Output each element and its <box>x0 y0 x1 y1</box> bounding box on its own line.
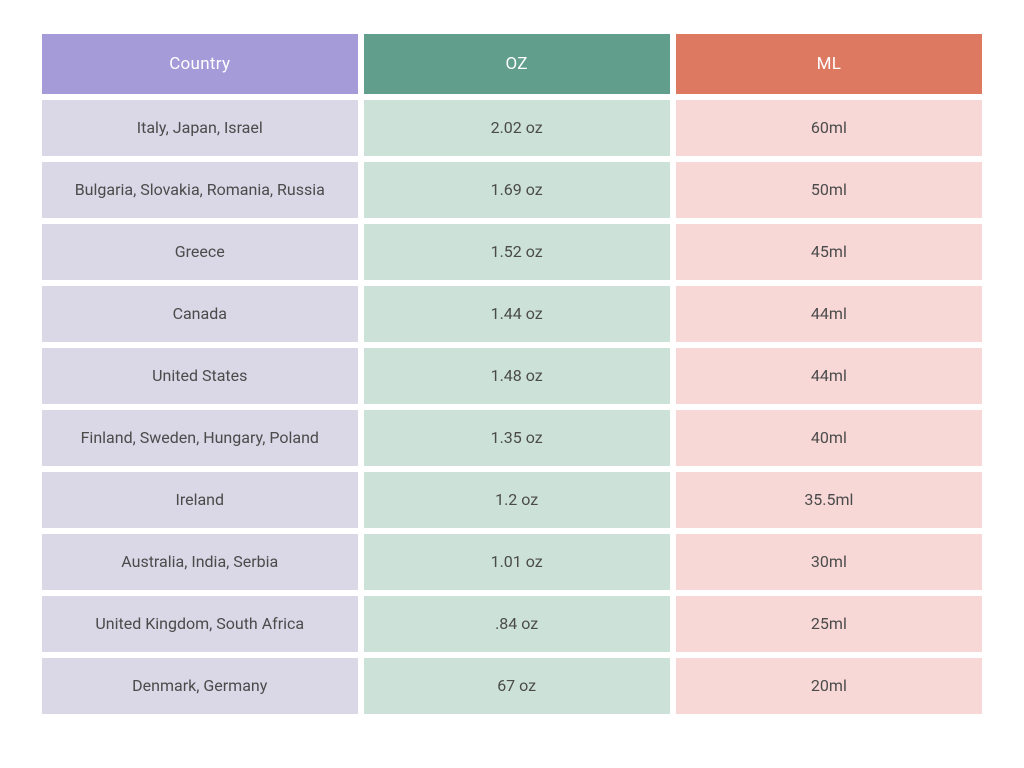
header-country: Country <box>42 34 358 94</box>
table-row: Ireland1.2 oz35.5ml <box>42 472 982 528</box>
cell-country: United Kingdom, South Africa <box>42 596 358 652</box>
cell-oz: 1.69 oz <box>364 162 670 218</box>
table-row: United States1.48 oz44ml <box>42 348 982 404</box>
header-ml: ML <box>676 34 982 94</box>
table-row: Australia, India, Serbia1.01 oz30ml <box>42 534 982 590</box>
cell-oz: 67 oz <box>364 658 670 714</box>
table-row: United Kingdom, South Africa.84 oz25ml <box>42 596 982 652</box>
cell-country: Canada <box>42 286 358 342</box>
cell-oz: 1.2 oz <box>364 472 670 528</box>
table-row: Bulgaria, Slovakia, Romania, Russia1.69 … <box>42 162 982 218</box>
cell-ml: 30ml <box>676 534 982 590</box>
cell-country: Denmark, Germany <box>42 658 358 714</box>
cell-country: Australia, India, Serbia <box>42 534 358 590</box>
table-row: Greece1.52 oz45ml <box>42 224 982 280</box>
shot-size-table: Country OZ ML Italy, Japan, Israel2.02 o… <box>36 28 988 720</box>
table-row: Italy, Japan, Israel2.02 oz60ml <box>42 100 982 156</box>
table-row: Finland, Sweden, Hungary, Poland1.35 oz4… <box>42 410 982 466</box>
cell-country: Bulgaria, Slovakia, Romania, Russia <box>42 162 358 218</box>
cell-ml: 25ml <box>676 596 982 652</box>
cell-country: Greece <box>42 224 358 280</box>
table-row: Canada1.44 oz44ml <box>42 286 982 342</box>
header-oz: OZ <box>364 34 670 94</box>
cell-oz: 1.01 oz <box>364 534 670 590</box>
cell-oz: 1.35 oz <box>364 410 670 466</box>
cell-ml: 44ml <box>676 348 982 404</box>
table-container: Country OZ ML Italy, Japan, Israel2.02 o… <box>0 0 1024 748</box>
table-header-row: Country OZ ML <box>42 34 982 94</box>
table-row: Denmark, Germany67 oz20ml <box>42 658 982 714</box>
cell-ml: 50ml <box>676 162 982 218</box>
cell-country: Italy, Japan, Israel <box>42 100 358 156</box>
cell-oz: 1.48 oz <box>364 348 670 404</box>
cell-ml: 45ml <box>676 224 982 280</box>
cell-oz: .84 oz <box>364 596 670 652</box>
cell-ml: 35.5ml <box>676 472 982 528</box>
cell-ml: 44ml <box>676 286 982 342</box>
cell-ml: 40ml <box>676 410 982 466</box>
table-body: Italy, Japan, Israel2.02 oz60ml Bulgaria,… <box>42 100 982 714</box>
cell-country: Ireland <box>42 472 358 528</box>
cell-oz: 1.52 oz <box>364 224 670 280</box>
cell-oz: 1.44 oz <box>364 286 670 342</box>
cell-ml: 60ml <box>676 100 982 156</box>
cell-country: United States <box>42 348 358 404</box>
cell-oz: 2.02 oz <box>364 100 670 156</box>
cell-ml: 20ml <box>676 658 982 714</box>
cell-country: Finland, Sweden, Hungary, Poland <box>42 410 358 466</box>
